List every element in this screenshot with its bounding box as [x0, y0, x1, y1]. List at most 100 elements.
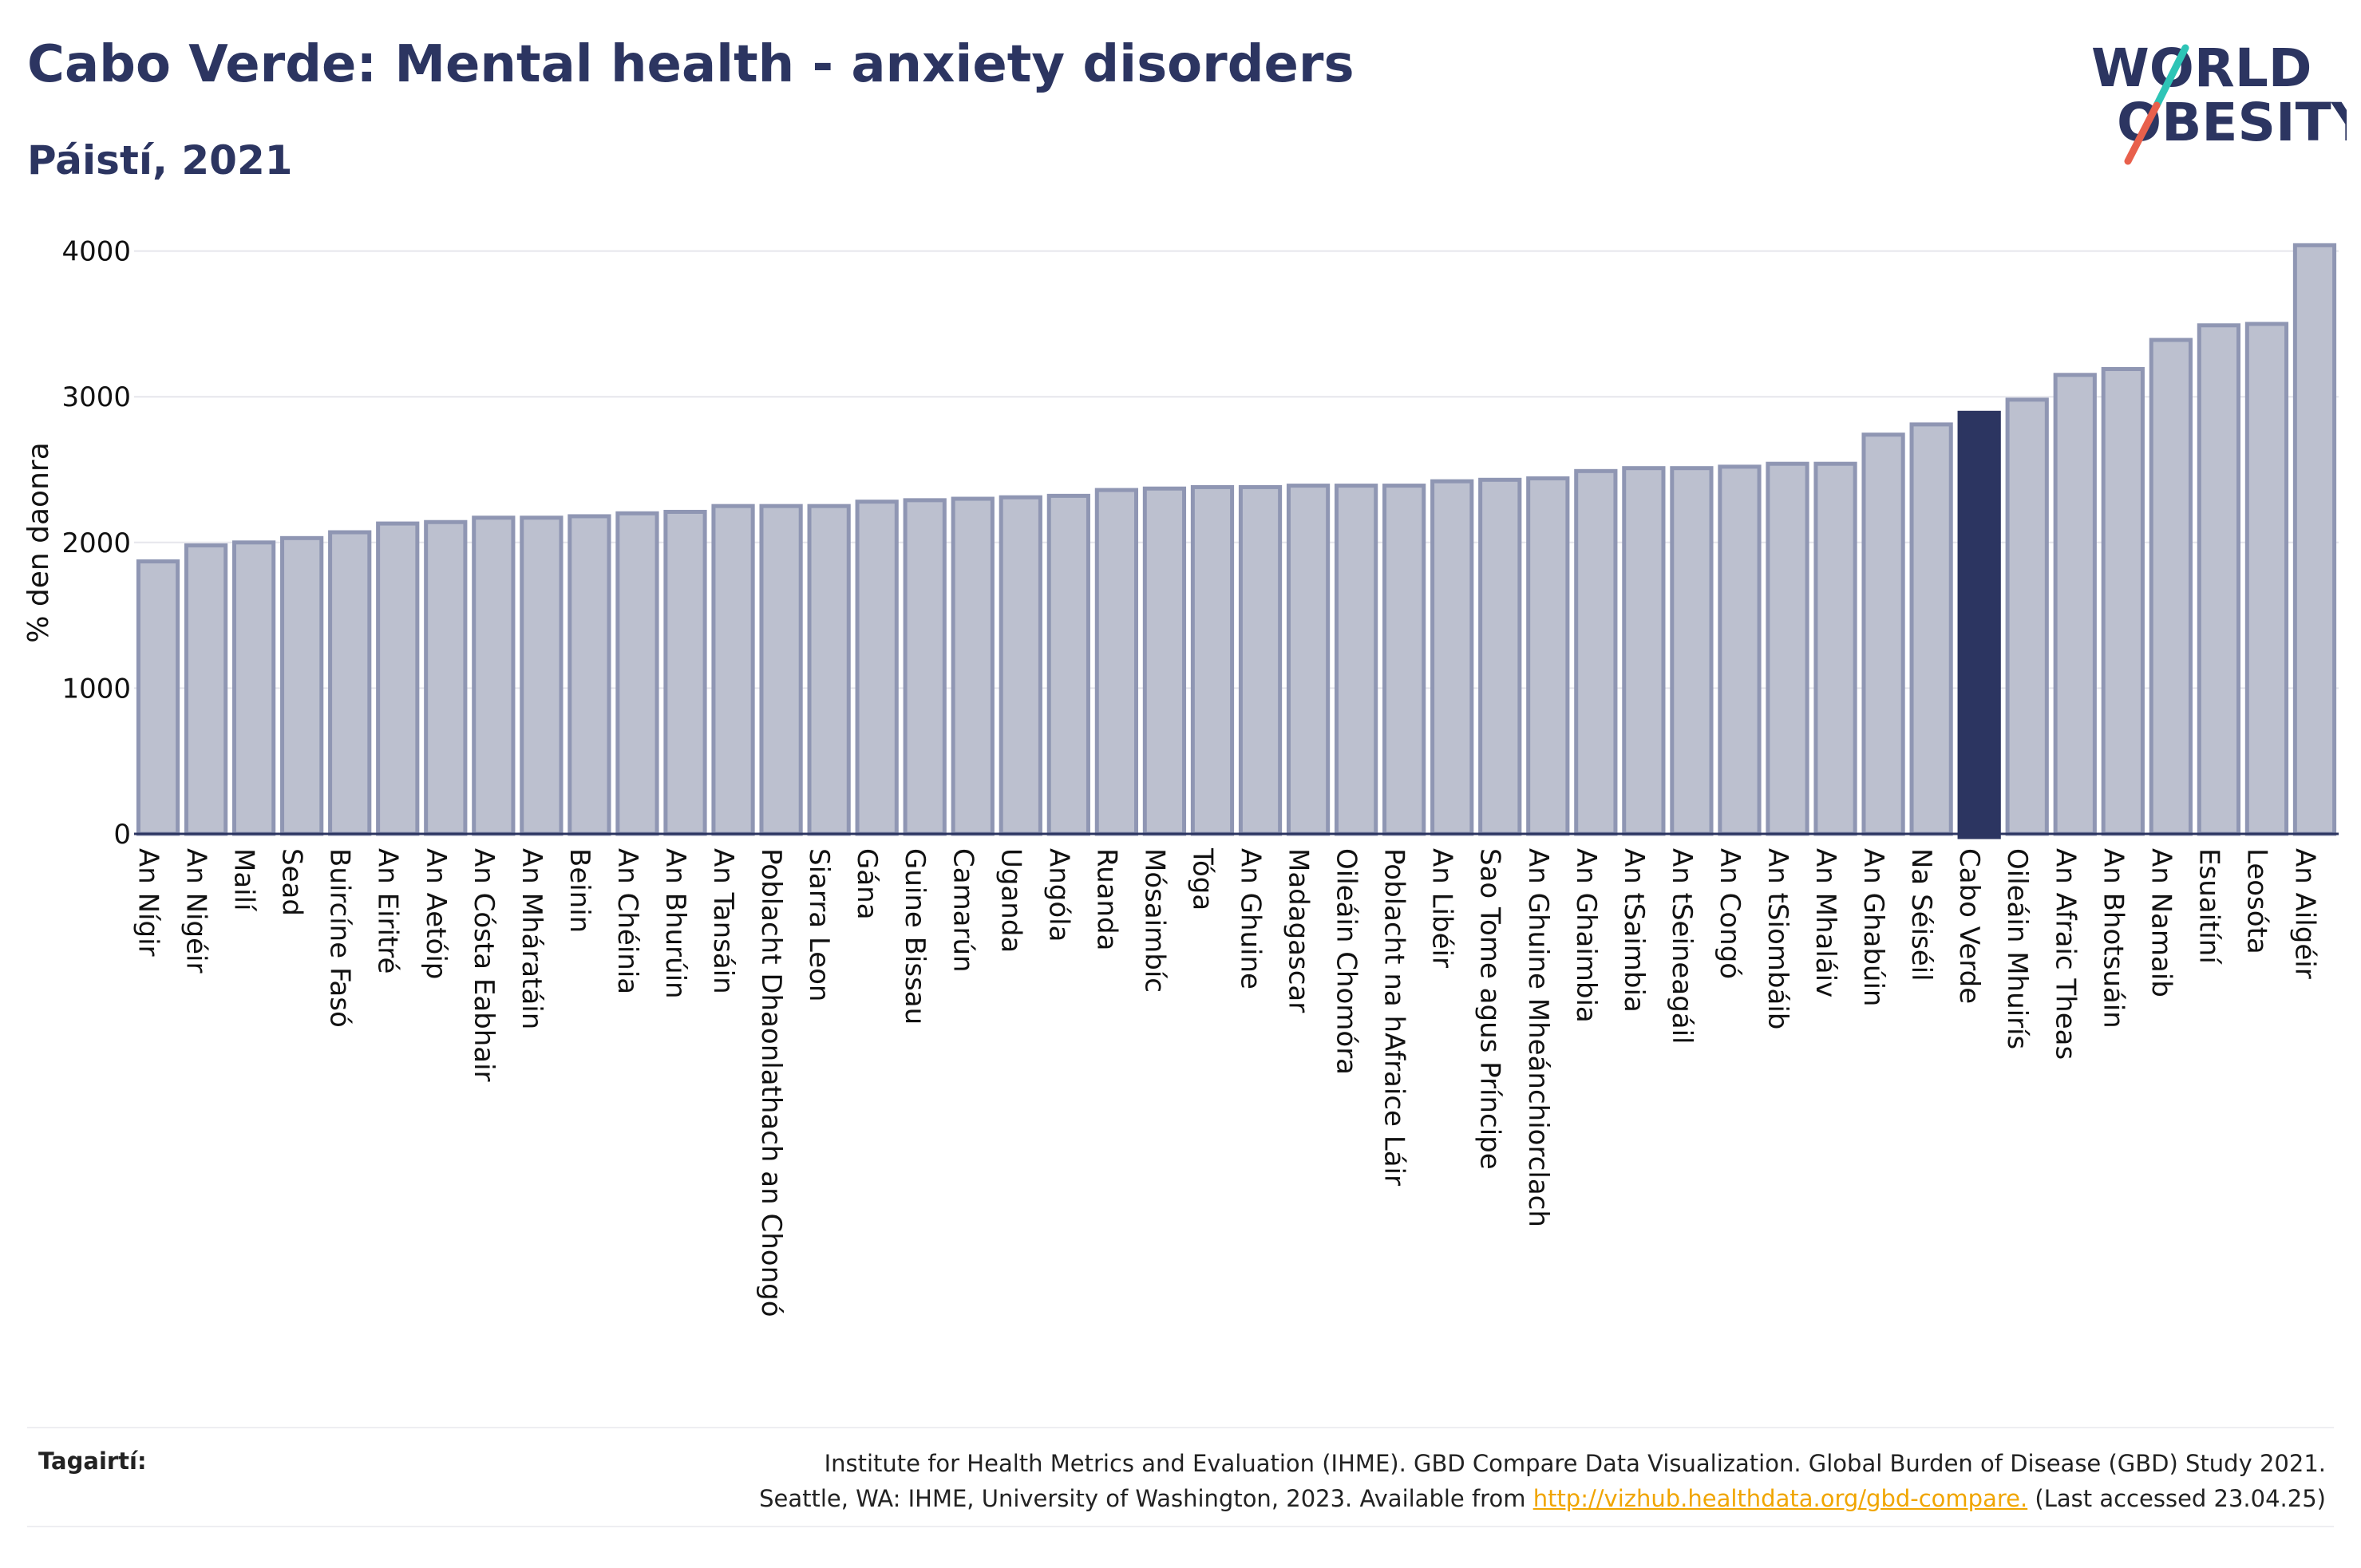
bar — [568, 514, 611, 836]
reference-line-1: Institute for Health Metrics and Evaluat… — [824, 1450, 2326, 1477]
x-tick-label: Angóla — [1042, 848, 1074, 942]
y-tick-label: 1000 — [61, 673, 131, 705]
x-tick-label: An Afraic Theas — [2049, 848, 2081, 1060]
bar — [807, 504, 851, 836]
x-tick-label: Poblacht na hAfraice Láir — [1378, 848, 1410, 1186]
bar — [1046, 493, 1090, 836]
reference-accessed: (Last accessed 23.04.25) — [2035, 1485, 2326, 1512]
x-tick-label: An Chéinia — [611, 848, 643, 994]
logo-slash-bottom — [2124, 101, 2161, 165]
bar — [1190, 484, 1235, 836]
x-tick-label: Uganda — [995, 848, 1026, 953]
bar — [951, 496, 995, 836]
bar — [663, 509, 707, 836]
x-tick-label: An Eiritré — [372, 848, 404, 974]
y-axis-label: % den daonra — [22, 442, 55, 643]
x-tick-label: An Nigéir — [180, 848, 212, 973]
page-subtitle: Páistí, 2021 — [27, 137, 293, 184]
bar — [1334, 484, 1378, 836]
references-label: Tagairtí: — [38, 1448, 147, 1475]
bar — [1813, 461, 1857, 836]
bar — [1622, 466, 1666, 836]
y-tick-label: 3000 — [61, 381, 131, 413]
bar — [1142, 486, 1187, 836]
x-tick-label: An Libéir — [1426, 848, 1458, 968]
bar — [184, 543, 228, 836]
bar — [1430, 479, 1474, 836]
x-tick-label: An Namaib — [2145, 848, 2177, 997]
bar — [2053, 373, 2097, 836]
bar — [1861, 432, 1905, 836]
y-tick-label: 0 — [113, 819, 131, 851]
bar — [1670, 466, 1714, 836]
x-tick-label: Sead — [276, 848, 308, 916]
bar — [2292, 243, 2337, 836]
x-tick-label: Beinin — [564, 848, 595, 933]
x-tick-label: Tóga — [1186, 847, 1218, 910]
bar — [280, 535, 324, 836]
bar — [999, 495, 1042, 836]
world-obesity-logo: WORLD OBESITY — [2091, 38, 2347, 165]
reference-line-2-text: Seattle, WA: IHME, University of Washing… — [759, 1485, 1526, 1512]
page-title: Cabo Verde: Mental health - anxiety diso… — [27, 35, 1355, 94]
logo-slash-top — [2153, 44, 2189, 109]
y-tick-label: 4000 — [61, 236, 131, 268]
bar — [615, 511, 659, 836]
bar — [855, 500, 899, 836]
bar — [759, 504, 803, 836]
bar — [1526, 476, 1570, 836]
bar — [1718, 464, 1762, 836]
x-tick-label: An Mhaláiv — [1809, 848, 1841, 997]
x-tick-labels: An Nígir An Nigéir Mailí Sead Buircíne Fasó A… — [132, 847, 2321, 1317]
x-tick-label: Siarra Leon — [803, 848, 835, 1001]
reference-line-2: Seattle, WA: IHME, University of Washing… — [410, 1481, 2326, 1516]
bar — [136, 559, 180, 836]
reference-link[interactable]: http://vizhub.healthdata.org/gbd-compare… — [1532, 1485, 2028, 1512]
x-tick-label: Mailí — [228, 848, 260, 912]
x-tick-label: An Tansáin — [707, 848, 739, 994]
x-tick-label: An Congó — [1714, 848, 1746, 979]
bar — [1909, 422, 1953, 836]
x-tick-label: Cabo Verde — [1953, 848, 1985, 1004]
bar — [1478, 477, 1522, 836]
x-tick-label: An Bhurúin — [659, 848, 691, 999]
x-tick-label: Ruanda — [1090, 848, 1122, 950]
x-tick-label: An Bhotsuáin — [2097, 848, 2129, 1029]
x-tick-label: Poblacht Dhaonlathach an Chongó — [755, 848, 787, 1317]
bar-chart: 0 1000 2000 3000 4000 An Nígir An Nigéir Mailí… — [22, 236, 2339, 1317]
bar — [520, 515, 564, 836]
bar — [2149, 338, 2193, 836]
x-tick-label: Camarún — [947, 848, 979, 973]
bar — [376, 521, 420, 836]
bar — [1238, 484, 1283, 836]
x-tick-label: An tSaimbia — [1618, 848, 1650, 1013]
x-tick-label: Gána — [851, 848, 883, 920]
x-tick-label: Buircíne Fasó — [324, 848, 356, 1028]
x-tick-label: Guine Bissau — [899, 848, 931, 1025]
bar — [2197, 323, 2241, 836]
x-tick-label: Mósaimbíc — [1138, 848, 1170, 993]
y-tick-label: 2000 — [61, 527, 131, 559]
x-tick-label: Sao Tome agus Príncipe — [1474, 848, 1506, 1170]
bar — [1766, 461, 1809, 836]
x-tick-label: An Nígir — [132, 848, 164, 957]
logo-line-1: WORLD — [2091, 38, 2312, 99]
x-tick-label: Oileáin Mhuirís — [2001, 848, 2033, 1049]
bar — [1574, 468, 1618, 836]
bar-highlighted — [1957, 410, 2001, 839]
bar — [231, 540, 276, 836]
x-tick-label: Oileáin Chomóra — [1331, 848, 1362, 1075]
x-tick-label: Esuaitíní — [2193, 848, 2225, 965]
bars — [136, 243, 2337, 839]
x-tick-label: Na Séiséil — [1905, 848, 1937, 981]
bar — [903, 498, 947, 836]
bar — [424, 519, 468, 836]
bar — [711, 504, 755, 836]
x-tick-label: An Ailgéir — [2288, 848, 2320, 979]
references-text: Institute for Health Metrics and Evaluat… — [410, 1446, 2326, 1516]
x-tick-label: An Ghuine — [1235, 848, 1267, 989]
y-tick-labels: 0 1000 2000 3000 4000 — [61, 236, 131, 851]
bar — [2005, 397, 2049, 836]
bar — [2101, 367, 2145, 836]
bar — [1382, 484, 1426, 836]
